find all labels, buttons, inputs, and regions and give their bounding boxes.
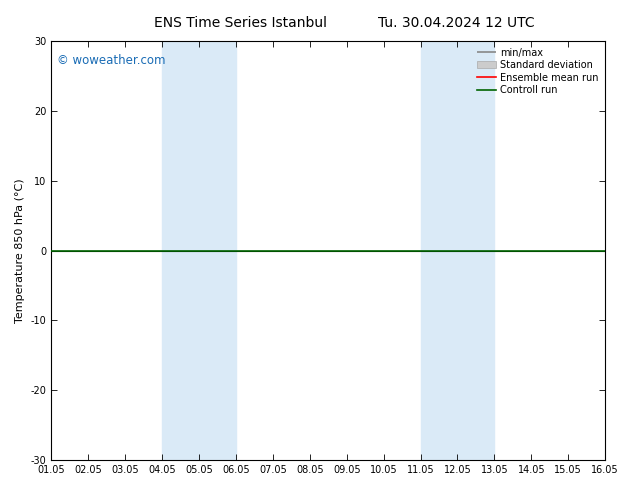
Legend: min/max, Standard deviation, Ensemble mean run, Controll run: min/max, Standard deviation, Ensemble me… — [475, 46, 600, 97]
Text: © woweather.com: © woweather.com — [57, 53, 165, 67]
Text: ENS Time Series Istanbul: ENS Time Series Istanbul — [155, 16, 327, 30]
Bar — [420, 41, 495, 460]
Y-axis label: Temperature 850 hPa (°C): Temperature 850 hPa (°C) — [15, 178, 25, 323]
Bar — [162, 41, 236, 460]
Text: Tu. 30.04.2024 12 UTC: Tu. 30.04.2024 12 UTC — [378, 16, 535, 30]
